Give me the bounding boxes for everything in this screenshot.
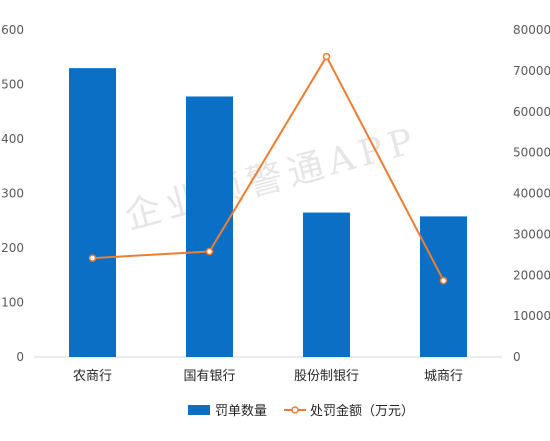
- bar: [303, 212, 350, 357]
- left-tick-label: 600: [1, 23, 24, 37]
- legend-bar-label: 罚单数量: [215, 404, 267, 419]
- line-series: [88, 52, 448, 285]
- right-tick-label: 0: [513, 350, 521, 364]
- right-tick-label: 10000: [513, 309, 550, 323]
- category-label: 国有银行: [183, 369, 235, 384]
- line-point: [322, 52, 331, 61]
- right-tick-label: 70000: [513, 64, 550, 78]
- right-tick-label: 30000: [513, 227, 550, 241]
- left-tick-label: 100: [1, 296, 24, 310]
- line-point: [88, 254, 97, 262]
- right-tick-label: 50000: [513, 146, 550, 160]
- legend-line-marker: [291, 406, 299, 414]
- category-label: 城商行: [424, 369, 463, 384]
- left-tick-label: 400: [1, 132, 24, 146]
- right-tick-label: 80000: [513, 23, 550, 37]
- right-tick-label: 40000: [513, 187, 550, 201]
- category-label: 农商行: [73, 369, 112, 384]
- bar: [69, 68, 116, 358]
- left-tick-label: 200: [1, 241, 24, 255]
- category-label: 股份制银行: [294, 369, 359, 384]
- right-axis-ticks: 0 10000 20000 30000 40000 50000 60000 70000 8000…: [513, 23, 550, 364]
- legend-bar-swatch: [188, 405, 210, 415]
- legend-line-label: 处罚金额（万元）: [310, 403, 414, 419]
- category-labels: 农商行 国有银行 股份制银行 城商行: [73, 369, 463, 384]
- bar-series: [69, 68, 467, 358]
- line-point: [439, 276, 448, 285]
- bar: [420, 216, 467, 357]
- right-tick-label: 60000: [513, 105, 550, 119]
- left-tick-label: 500: [1, 78, 24, 92]
- series-line: [92, 54, 445, 282]
- legend: 罚单数量 处罚金额（万元）: [188, 403, 414, 419]
- right-tick-label: 20000: [513, 268, 550, 282]
- left-tick-label: 300: [1, 187, 24, 201]
- left-tick-label: 0: [16, 350, 24, 364]
- line-point: [205, 247, 214, 256]
- watermark-text: 企业预警通APP: [121, 120, 424, 238]
- left-axis-ticks: 0 100 200 300 400 500 600: [1, 23, 24, 364]
- bar: [186, 96, 233, 358]
